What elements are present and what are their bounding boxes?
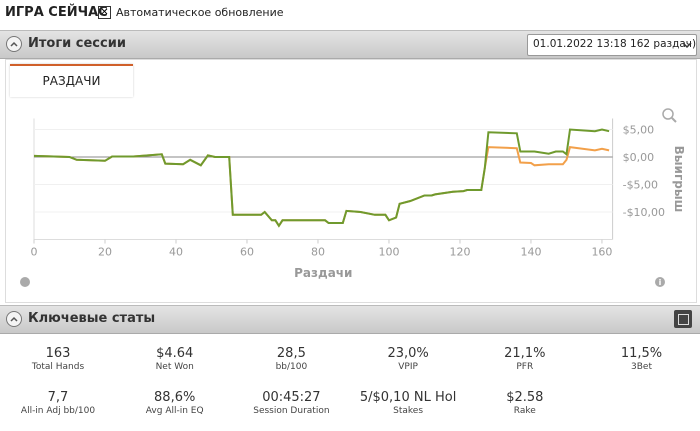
series-line <box>33 128 610 228</box>
stat-value: 23,0% <box>387 346 429 361</box>
stat-value: 00:45:27 <box>262 390 321 405</box>
stat-value: 5/$0,10 NL Hol <box>359 390 457 405</box>
stat-label: bb/100 <box>275 362 308 372</box>
x-tick-label: 20 <box>98 246 112 259</box>
stats-grid: 163 Total Hands $4.64 Net Won 28,5 bb/100 23,0… <box>0 334 700 431</box>
collapse-button[interactable] <box>6 36 22 52</box>
stat-label: Rake <box>513 406 536 416</box>
stat: 7,7 All-in Adj bb/100 <box>0 390 116 416</box>
stats-panel-header[interactable]: Ключевые статы <box>0 305 700 334</box>
stat: 21,1% PFR <box>467 346 583 372</box>
x-axis-label: Раздачи <box>294 266 352 280</box>
stat: 5/$0,10 NL Hol Stakes <box>350 390 466 416</box>
x-tick-label: 0 <box>31 246 38 259</box>
stat-value: 11,5% <box>620 346 663 361</box>
stat: 28,5 bb/100 <box>233 346 349 372</box>
session-panel-header[interactable]: Итоги сессии 01.01.2022 13:18 162 раздач… <box>0 30 700 59</box>
panel-title: Итоги сессии <box>28 36 126 51</box>
x-tick-label: 140 <box>520 246 541 259</box>
stat-label: Net Won <box>155 362 194 372</box>
stat: 11,5% 3Bet <box>584 346 700 372</box>
stat-value: $4.64 <box>156 346 194 361</box>
y-tick-label: -$10,00 <box>623 206 665 219</box>
stat-label: All-in Adj bb/100 <box>20 406 96 416</box>
stat-label: PFR <box>516 362 534 372</box>
stat-value: 88,6% <box>154 390 196 405</box>
y-axis-label: Выигрыш <box>672 146 686 213</box>
auto-update-label[interactable]: Автоматическое обновление <box>116 6 284 19</box>
zoom-icon[interactable] <box>662 108 674 120</box>
stat-label: 3Bet <box>631 362 652 372</box>
stat: 88,6% Avg All-in EQ <box>117 390 233 416</box>
stat-label: Avg All-in EQ <box>145 406 204 416</box>
series-line <box>33 145 610 228</box>
stat-label: Stakes <box>393 406 424 416</box>
panel-title: Ключевые статы <box>28 311 156 326</box>
x-tick-label: 120 <box>449 246 470 259</box>
collapse-button[interactable] <box>6 311 22 327</box>
y-tick-label: $0,00 <box>623 151 655 164</box>
x-tick-label: 40 <box>169 246 183 259</box>
stat: 00:45:27 Session Duration <box>233 390 349 416</box>
page-title: ИГРА СЕЙЧАС <box>5 5 108 20</box>
chart: i 0 20 40 60 80 100 120 140 160 $5,00 $0,00 -$5,00 -… <box>20 108 686 287</box>
x-tick-label: 100 <box>378 246 399 259</box>
stat: 163 Total Hands <box>0 346 116 372</box>
select-text: 01.01.2022 13:18 162 раздач) <box>533 38 697 50</box>
stat-label: Session Duration <box>253 406 330 416</box>
stat-value: 21,1% <box>504 346 546 361</box>
stat: $4.64 Net Won <box>117 346 233 372</box>
tab[interactable]: РАЗДАЧИ <box>10 64 133 97</box>
x-tick-label: 80 <box>311 246 325 259</box>
settings-icon[interactable] <box>20 277 30 287</box>
stat: $2.58 Rake <box>467 390 583 416</box>
stat-label: VPIP <box>398 362 418 372</box>
stat-value: $2.58 <box>506 390 544 405</box>
stat-value: 28,5 <box>276 346 306 361</box>
session-select[interactable]: 01.01.2022 13:18 162 раздач) <box>527 34 697 56</box>
stat-value: 163 <box>45 346 71 361</box>
chart-panel <box>5 59 697 303</box>
layout-button[interactable] <box>674 310 692 328</box>
y-tick-label: $5,00 <box>623 124 655 137</box>
stat: 23,0% VPIP <box>350 346 466 372</box>
stat-value: 7,7 <box>47 390 69 405</box>
checkbox[interactable]: ✕ <box>98 6 111 19</box>
x-tick-label: 60 <box>240 246 254 259</box>
y-tick-label: -$5,00 <box>623 179 658 192</box>
svg-text:i: i <box>659 278 662 287</box>
info-icon[interactable] <box>655 277 665 287</box>
x-tick-label: 160 <box>591 246 612 259</box>
stat-label: Total Hands <box>31 362 85 372</box>
